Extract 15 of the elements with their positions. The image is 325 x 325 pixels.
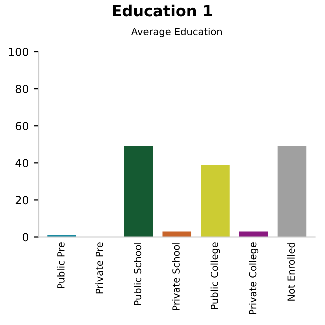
x-tick-label: Not Enrolled [288,242,296,301]
y-tick-label: 60 [16,122,29,130]
x-tick-label: Public Pre [57,242,65,288]
x-tick-label: Private Pre [96,242,104,294]
y-tick-label: 100 [9,48,29,56]
x-tick-label: Private School [172,243,180,310]
chart-title: Education 1 [113,4,212,17]
x-tick-label: Public College [210,242,220,310]
x-tick-label: Public School [134,243,142,306]
x-tick-label: Private College [249,242,259,314]
chart-subtitle: Average Education [131,28,222,38]
y-tick-label: 80 [16,85,29,94]
y-tick-label: 0 [22,233,29,242]
y-tick-label: 40 [16,159,29,168]
y-tick-label: 20 [16,196,29,205]
